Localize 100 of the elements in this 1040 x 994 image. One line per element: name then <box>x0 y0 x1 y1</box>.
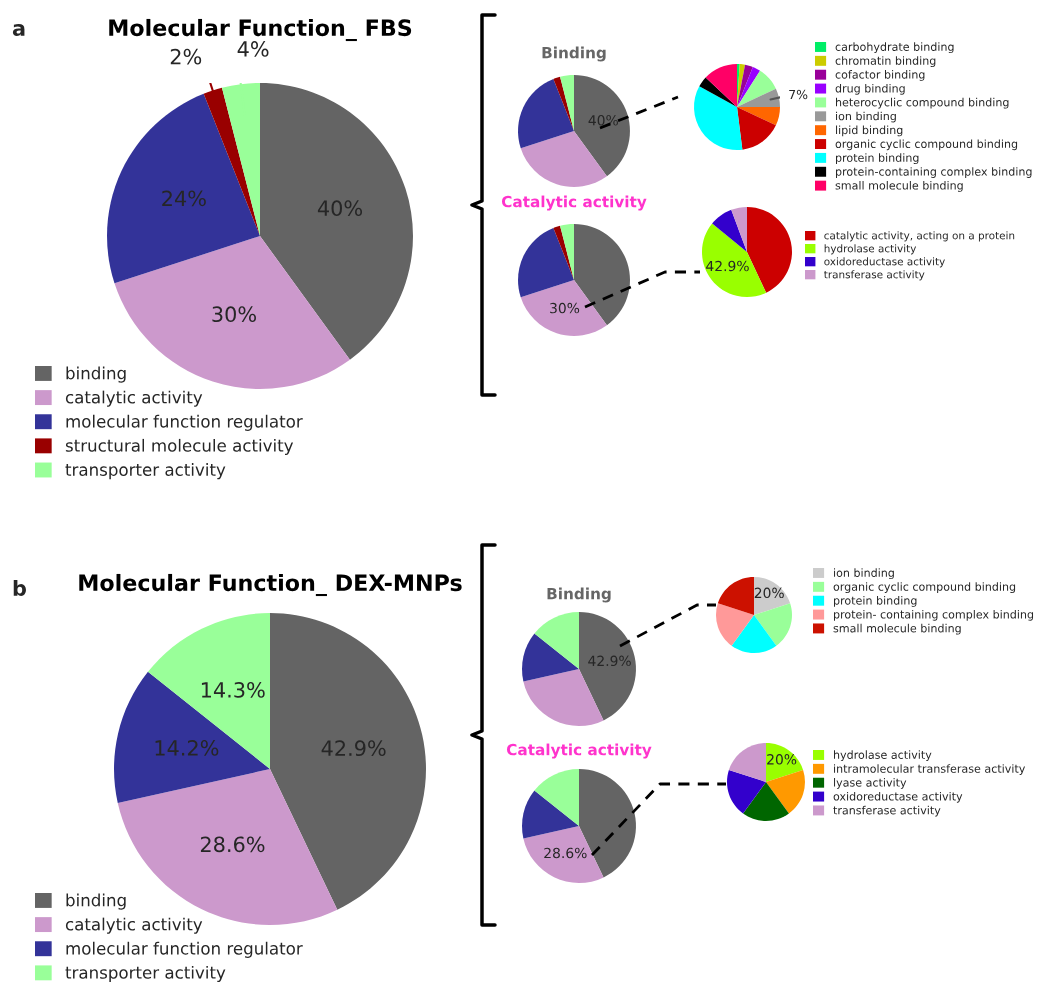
pie-slice <box>553 76 574 131</box>
pie-slice <box>712 209 747 252</box>
legend-label: structural molecule activity <box>65 438 294 456</box>
legend-label: hydrolase activity <box>834 750 932 762</box>
data-label: 4% <box>237 41 269 57</box>
legend-label: ion binding <box>836 111 896 123</box>
pie-slice <box>270 613 426 910</box>
legend-label: lyase activity <box>834 778 907 789</box>
pie-slice <box>766 743 804 782</box>
pie-slice <box>553 225 574 280</box>
data-label: 30% <box>550 302 580 314</box>
pie-slice <box>522 790 579 839</box>
legend-label: catalytic activity <box>65 390 203 407</box>
pie-slice <box>737 67 761 107</box>
chart-title: Binding <box>542 46 606 62</box>
text: a <box>12 24 25 37</box>
chart-title: Molecular Function_ FBS <box>109 18 412 42</box>
pie-slice <box>766 769 805 814</box>
data-label: 2% <box>170 48 202 65</box>
pie-slice <box>560 75 574 131</box>
legend-label: carbohydrate binding <box>835 42 954 54</box>
pie-slice <box>754 603 792 646</box>
pie-slice <box>114 671 270 804</box>
legend-label: oxidoreductase activity <box>833 791 963 803</box>
legend-label: binding <box>66 893 126 910</box>
data-label: 28.6% <box>544 847 587 859</box>
pie-slice <box>731 207 747 252</box>
legend-label: drug binding <box>835 83 905 95</box>
legend-label: transporter activity <box>65 965 226 983</box>
legend-label: transferase activity <box>833 805 941 817</box>
chart-title: Binding <box>547 587 611 603</box>
legend-label: transferase activity <box>824 270 925 281</box>
data-label: 20% <box>767 754 797 765</box>
data-label: 28.6% <box>200 836 265 853</box>
pie-slice <box>520 280 607 336</box>
chart-title: Catalytic activity <box>506 743 652 759</box>
pie-slice <box>574 75 630 177</box>
pie-slice <box>737 64 753 107</box>
pie-slice <box>523 826 604 883</box>
pie-slice <box>534 612 579 669</box>
legend-label: organic cyclic compound binding <box>833 582 1016 593</box>
legend-label: molecular function regulator <box>66 941 303 958</box>
data-label: 20% <box>754 587 784 599</box>
pie-slice <box>518 78 574 149</box>
legend-label: small molecule binding <box>833 623 961 635</box>
data-label: 42.9% <box>588 655 631 667</box>
legend-label: oxidoreductase activity <box>824 257 945 268</box>
data-label: 24% <box>162 190 206 207</box>
pie-slice <box>147 613 270 769</box>
data-label: 40% <box>317 200 363 217</box>
data-label: 30% <box>212 306 256 323</box>
pie-slice <box>737 88 780 107</box>
legend-label: small molecule binding <box>835 181 963 192</box>
legend-label: heterocyclic compound binding <box>836 97 1009 109</box>
legend-label: catalytic activity <box>65 917 203 934</box>
pie-slice <box>579 612 636 721</box>
legend-label: transporter activity <box>65 463 226 480</box>
legend-label: catalytic activity, acting on a protein <box>824 231 1015 242</box>
pie-slice <box>737 107 780 126</box>
pie-slice <box>743 782 789 821</box>
legend-label: hydrolase activity <box>824 244 917 255</box>
chart-title: Catalytic activity <box>501 195 647 211</box>
pie-slice <box>699 77 737 107</box>
data-label: 40% <box>588 115 618 126</box>
pie-slice <box>560 224 574 280</box>
chart-title: Molecular Function_ DEX-MNPs <box>79 573 462 597</box>
legend-label: protein- containing complex binding <box>834 609 1034 621</box>
legend-label: lipid binding <box>836 125 903 137</box>
legend-label: ion binding <box>834 568 894 580</box>
data-label: 7% <box>789 89 808 100</box>
data-label: 42.9% <box>706 260 749 272</box>
pie-slice <box>518 227 574 298</box>
data-label: 14.2% <box>155 740 219 756</box>
pie-slice <box>107 93 260 284</box>
pie-slice <box>534 769 579 826</box>
pie-slice <box>717 577 754 615</box>
pie-slice <box>702 223 767 297</box>
text: b <box>13 579 26 597</box>
pie-slice <box>731 615 777 653</box>
pie-slice <box>737 107 776 150</box>
pie-slice <box>260 83 413 360</box>
pie-slice <box>727 769 766 814</box>
pie-slice <box>737 64 746 107</box>
legend-label: intramolecular transferase activity <box>834 764 1026 775</box>
legend-label: organic cyclic compound binding <box>835 139 1018 151</box>
pie-slice <box>747 207 792 293</box>
data-label: 42.9% <box>321 740 386 757</box>
legend-label: cofactor binding <box>835 70 925 81</box>
legend-label: binding <box>66 366 126 383</box>
pie-slice <box>523 669 604 726</box>
pie-slice <box>221 83 260 236</box>
legend-label: chromatin binding <box>835 56 936 67</box>
pie-slice <box>737 70 776 107</box>
pie-slice <box>716 603 754 646</box>
legend-label: protein binding <box>836 153 919 165</box>
data-label: 14.3% <box>201 682 265 698</box>
pie-slice <box>520 131 607 187</box>
legend-label: molecular function regulator <box>66 414 303 431</box>
pie-slice <box>754 577 791 615</box>
legend-label: protein-containing complex binding <box>836 167 1032 178</box>
